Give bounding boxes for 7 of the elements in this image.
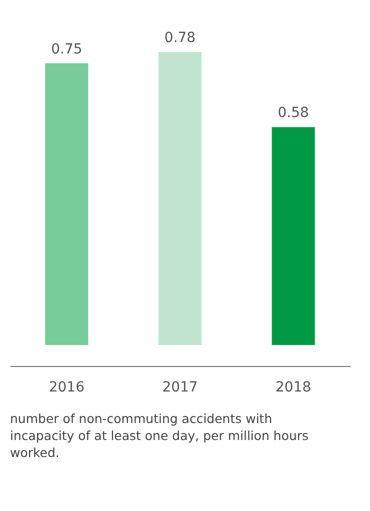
text: number of non-commuting accidents with incapacity of at least one day, per million hours worked.	[10, 411, 310, 462]
x-tick-label: 2016	[48, 380, 85, 396]
data-label: 0.75	[51, 41, 82, 58]
x-tick-label: 2017	[162, 380, 198, 396]
x-tick-label: 2018	[276, 380, 312, 396]
data-label: 0.78	[164, 30, 196, 46]
data-label: 0.58	[278, 105, 309, 122]
